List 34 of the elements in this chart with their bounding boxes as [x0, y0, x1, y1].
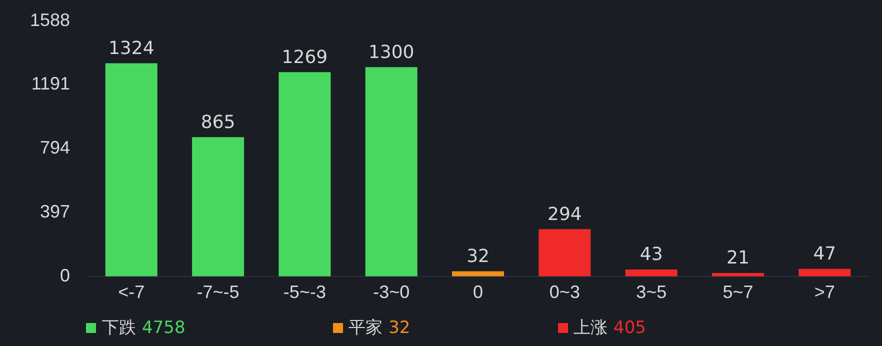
x-tick-label: 0 [473, 282, 484, 302]
bar [625, 269, 678, 276]
bar [452, 271, 504, 276]
y-tick-label: 397 [40, 201, 70, 222]
x-tick-label: -3~0 [373, 282, 410, 302]
data-label: 21 [726, 248, 750, 269]
y-tick-label: 1588 [30, 10, 70, 30]
data-label: 1300 [368, 42, 414, 63]
x-tick-label: -7~-5 [196, 282, 240, 302]
bar [192, 137, 244, 276]
data-label: 1269 [282, 46, 328, 68]
legend-label: 平家 32 [348, 316, 410, 339]
bar [365, 67, 418, 276]
legend-label: 下跌 4758 [102, 316, 186, 339]
x-tick-label: 0~3 [549, 282, 580, 302]
y-tick-label: 1191 [31, 74, 70, 94]
data-label: 865 [200, 112, 236, 133]
bar [105, 63, 158, 276]
data-label: 32 [466, 246, 490, 267]
bar [538, 229, 591, 276]
x-tick-label: 5~7 [722, 282, 754, 302]
x-tick-label: 3~5 [636, 282, 667, 302]
x-tick-label: >7 [814, 282, 835, 302]
legend-label: 上涨 405 [574, 316, 646, 339]
bar [278, 72, 331, 276]
x-tick-label: -5~-3 [283, 282, 326, 302]
data-label: 294 [548, 204, 582, 225]
data-label: 43 [640, 244, 663, 266]
y-tick-label: 794 [40, 138, 70, 158]
data-label: 1324 [108, 38, 154, 59]
data-label: 47 [813, 244, 836, 265]
x-tick-label: <-7 [118, 282, 145, 302]
y-tick-label: 0 [60, 265, 70, 286]
bar [798, 268, 851, 276]
